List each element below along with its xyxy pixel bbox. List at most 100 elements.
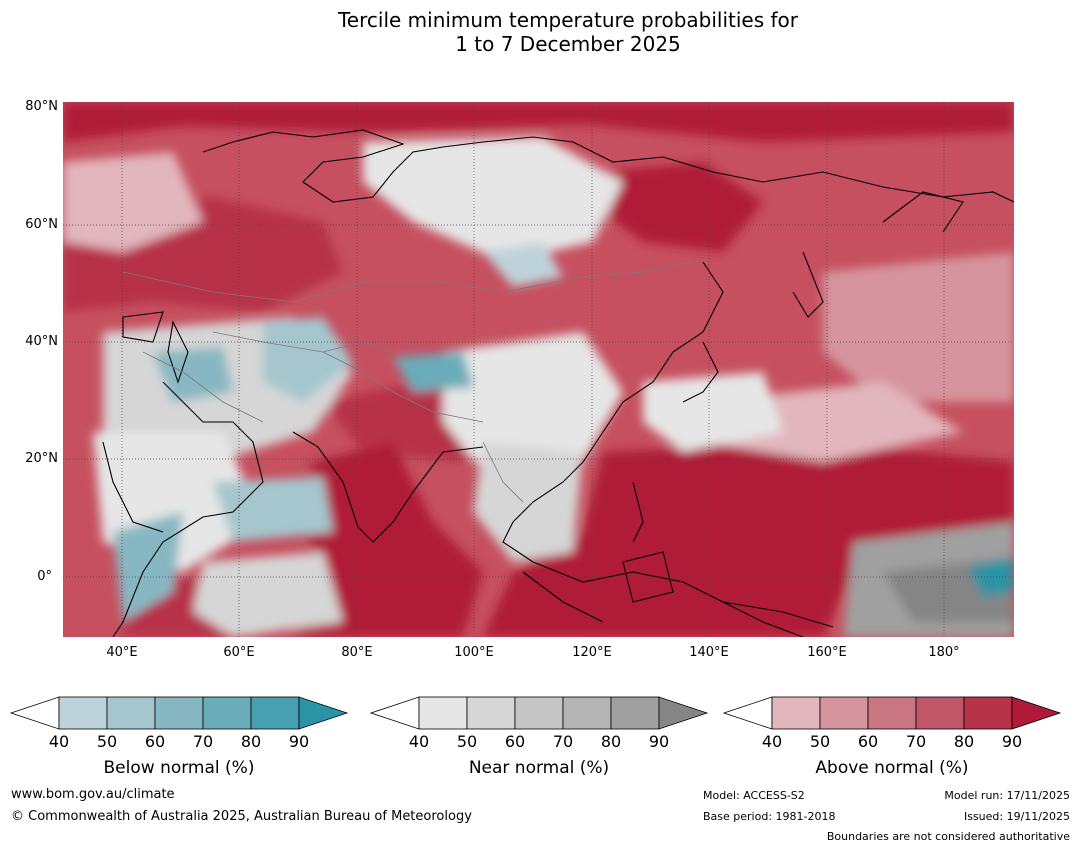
coastline-india [292,431,484,543]
legend-tick-70: 70 [905,732,927,751]
legend-tick-90: 90 [288,732,310,751]
base-period-text: Base period: 1981-2018 [703,810,836,823]
legend-tick-80: 80 [240,732,262,751]
border-middle-east [142,351,264,423]
issued-text: Issued: 19/11/2025 [963,810,1070,823]
warm-zone-india-ocean [293,442,483,637]
legend-above-ticks: 40 50 60 70 80 90 [722,732,1062,752]
pink-zone-north-pacific [823,252,1014,402]
legend-tick-80: 80 [600,732,622,751]
lon-label-100e: 100°E [454,645,494,660]
legend-below-title: Below normal (%) [103,758,255,778]
legend-swatch-80 [250,696,300,730]
legend-tick-50: 50 [809,732,831,751]
near-zone-china [443,332,623,472]
lat-label-60n: 60°N [25,217,58,232]
coastlines [102,129,1014,637]
legend-swatch-70 [562,696,612,730]
lat-label-40n: 40°N [25,334,58,349]
legend-near-ticks: 40 50 60 70 80 90 [369,732,709,752]
warm-zone-siberia [603,162,763,252]
coastline-new-guinea [722,601,834,628]
near-zone-indian-ocean [193,552,343,637]
below-zone-mongolia [483,242,563,287]
graticule [63,102,1014,637]
legend-near-title: Near normal (%) [468,758,610,778]
coastline-east-asia [502,261,804,637]
coastline-japan-kamchatka [682,341,719,403]
disclaimer-text: Boundaries are not considered authoritat… [826,830,1070,843]
website-link[interactable]: www.bom.gov.au/climate [11,787,175,802]
coastline-sumatra [522,571,604,623]
near-zone-indochina [473,442,583,562]
legend-tick-90: 90 [1001,732,1023,751]
below-zone-arabian-sea [213,477,333,542]
coastline-europe-arctic [202,129,1014,203]
legend-tick-40: 40 [408,732,430,751]
legend-swatch-40 [771,696,821,730]
forecast-map[interactable] [63,102,1014,637]
lon-label-180: 180° [928,645,960,660]
legend-tick-50: 50 [456,732,478,751]
legend-above-title: Above normal (%) [815,758,969,778]
legend-high-extension [658,696,709,730]
legend-above-colorbar [722,696,1062,730]
legend-low-extension [722,696,773,730]
coastline-arabia [112,381,264,637]
below-zone-central-asia [263,317,353,402]
legend-swatch-60 [514,696,564,730]
border-china-west [322,351,484,423]
lon-label-80e: 80°E [341,645,373,660]
legend-swatch-50 [106,696,156,730]
warm-zone-pacific [483,442,1014,637]
legend-swatch-80 [610,696,660,730]
legend-tick-60: 60 [504,732,526,751]
legend-swatch-60 [867,696,917,730]
legend-tick-40: 40 [761,732,783,751]
legend-swatch-50 [819,696,869,730]
lat-label-0: 0° [37,569,52,584]
lon-label-60e: 60°E [223,645,255,660]
title-line-2: 1 to 7 December 2025 [455,32,681,56]
lon-label-120e: 120°E [572,645,612,660]
lat-label-20n: 20°N [25,451,58,466]
title-line-1: Tercile minimum temperature probabilitie… [337,8,799,32]
pink-zone-europe [63,152,203,252]
legend-tick-70: 70 [192,732,214,751]
model-run-text: Model run: 17/11/2025 [944,789,1070,802]
below-zone-tibet [393,352,473,392]
legend-swatch-70 [202,696,252,730]
legend-swatch-80 [963,696,1013,730]
copyright-text: © Commonwealth of Australia 2025, Austra… [11,809,472,824]
below-zone-pacific-small [968,557,1014,597]
legend-tick-60: 60 [144,732,166,751]
legend-tick-50: 50 [96,732,118,751]
legend-near-normal: 40 50 60 70 80 90 Near normal (%) [369,696,709,786]
model-text: Model: ACCESS-S2 [703,789,805,802]
lat-label-80n: 80°N [25,99,58,114]
near-zone-siberia [363,137,623,262]
warm-zone-arctic [63,102,1014,142]
legend-above-normal: 40 50 60 70 80 90 Above normal (%) [722,696,1062,786]
lon-label-160e: 160°E [807,645,847,660]
legend-swatch-40 [418,696,468,730]
legend-tick-90: 90 [648,732,670,751]
legend-tick-40: 40 [48,732,70,751]
lon-label-140e: 140°E [689,645,729,660]
legend-tick-80: 80 [953,732,975,751]
legend-tick-60: 60 [857,732,879,751]
country-borders [122,261,694,503]
near-zone-west-pacific [643,372,783,452]
legend-swatch-50 [466,696,516,730]
coastline-kamchatka-east [882,191,964,233]
chart-title: Tercile minimum temperature probabilitie… [0,8,1081,56]
legend-below-colorbar [9,696,349,730]
legend-low-extension [9,696,60,730]
legend-near-colorbar [369,696,709,730]
legend-low-extension [369,696,420,730]
coastline-philippines [632,481,644,543]
legend-high-extension [298,696,349,730]
legend-swatch-40 [58,696,108,730]
legend-tick-70: 70 [552,732,574,751]
border-indochina [482,441,524,503]
